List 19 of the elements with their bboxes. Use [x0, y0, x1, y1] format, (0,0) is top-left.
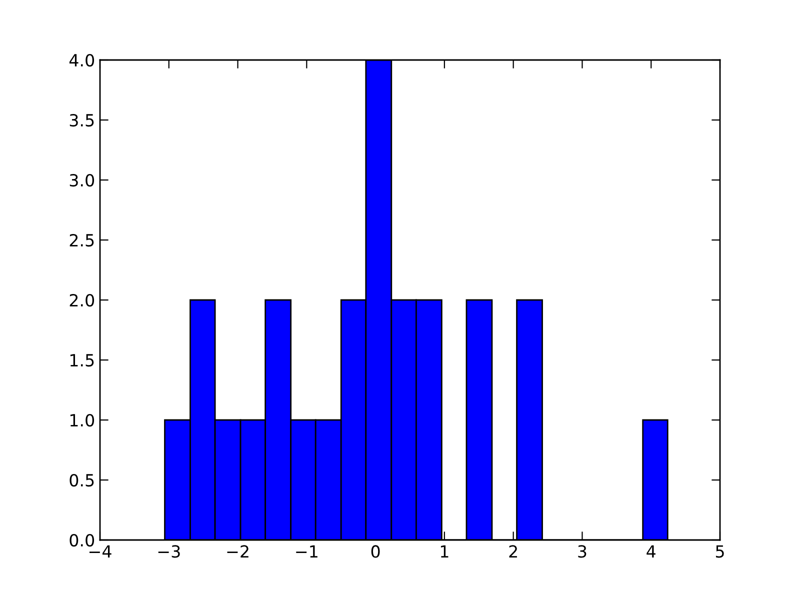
- x-tick-label: −3: [158, 545, 180, 558]
- x-tick-label: 5: [716, 545, 724, 558]
- y-tick-label: 1.0: [70, 414, 94, 427]
- y-tick-label: 0.5: [70, 474, 94, 487]
- y-tick-label: 2.0: [70, 294, 94, 307]
- y-tick-label: 0.0: [70, 534, 94, 547]
- y-tick-label: 4.0: [69, 54, 94, 67]
- x-tick-label: −2: [227, 545, 248, 558]
- y-tick-label: 3.0: [70, 174, 94, 187]
- x-tick-label: −4: [89, 545, 112, 558]
- x-tick-label: 2: [509, 545, 517, 558]
- x-tick-label: 3: [578, 545, 586, 558]
- y-tick-label: 3.5: [70, 114, 94, 127]
- x-tick-label: 4: [646, 545, 656, 558]
- y-tick-label: 1.5: [70, 354, 94, 367]
- x-tick-label: 0: [371, 545, 380, 558]
- x-tick-label: −1: [296, 545, 318, 558]
- x-tick-label: 1: [440, 545, 448, 558]
- y-tick-label: 2.5: [70, 234, 94, 247]
